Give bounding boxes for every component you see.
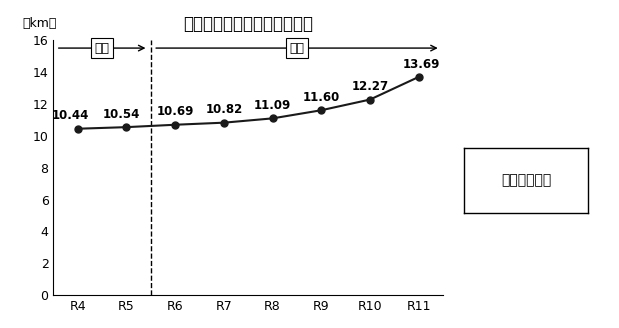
- Text: 10.82: 10.82: [206, 103, 243, 116]
- Text: 実績: 実績: [95, 42, 110, 54]
- Text: 見込: 見込: [290, 42, 305, 54]
- Text: 11.09: 11.09: [254, 99, 291, 112]
- Text: 10.44: 10.44: [52, 109, 89, 122]
- Title: 法定耐用年数経過の管路延長: 法定耐用年数経過の管路延長: [183, 15, 313, 33]
- Text: 13.69: 13.69: [402, 57, 440, 71]
- Text: （km）: （km）: [22, 17, 56, 30]
- Text: 10.54: 10.54: [103, 108, 141, 121]
- Text: 10.69: 10.69: [157, 105, 194, 118]
- Text: 12.27: 12.27: [352, 80, 389, 93]
- Text: 老朽管の増加: 老朽管の増加: [501, 174, 552, 187]
- Text: 11.60: 11.60: [303, 91, 340, 104]
